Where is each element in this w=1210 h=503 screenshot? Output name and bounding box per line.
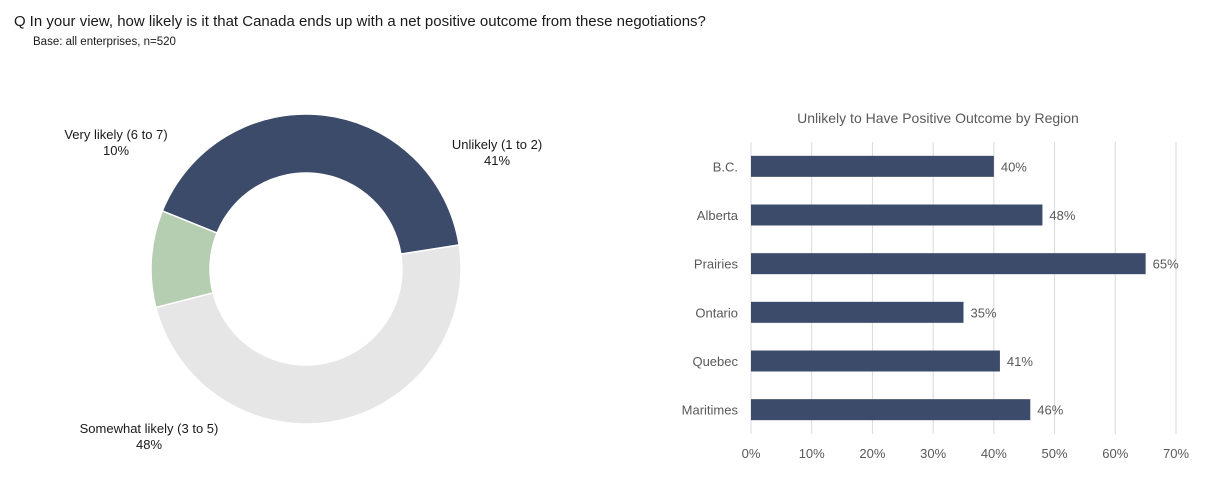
donut-value-0: 41% xyxy=(484,153,510,168)
bar-value-label-5: 46% xyxy=(1037,403,1063,418)
x-tick-label-5: 50% xyxy=(1042,446,1068,461)
bar-1 xyxy=(751,204,1043,226)
bar-4 xyxy=(751,350,1000,372)
category-label-1: Alberta xyxy=(697,208,739,223)
bar-chart-title: Unlikely to Have Positive Outcome by Reg… xyxy=(797,110,1079,126)
bar-3 xyxy=(751,301,964,323)
bar-value-label-3: 35% xyxy=(971,305,997,320)
bar-0 xyxy=(751,155,994,177)
donut-chart-svg: Unlikely (1 to 2)41% Somewhat likely (3 t… xyxy=(64,113,542,452)
question-marker: Q xyxy=(14,13,26,30)
category-label-0: B.C. xyxy=(713,159,738,174)
donut-value-1: 48% xyxy=(136,437,162,452)
bar-value-label-1: 48% xyxy=(1049,208,1075,223)
bar-value-label-4: 41% xyxy=(1007,354,1033,369)
category-label-2: Prairies xyxy=(694,257,739,272)
base-note: Base: all enterprises, n=520 xyxy=(33,36,176,48)
x-tick-label-3: 30% xyxy=(920,446,946,461)
bar-value-label-2: 65% xyxy=(1153,257,1179,272)
bar-2 xyxy=(751,253,1146,275)
donut-label-0: Unlikely (1 to 2) xyxy=(452,137,542,152)
donut-value-2: 10% xyxy=(103,143,129,158)
x-tick-label-7: 70% xyxy=(1163,446,1189,461)
bar-chart-svg: Unlikely to Have Positive Outcome by Reg… xyxy=(682,110,1190,461)
donut-slice-2 xyxy=(150,209,218,309)
category-label-3: Ontario xyxy=(695,305,738,320)
category-label-4: Quebec xyxy=(692,354,738,369)
x-tick-label-0: 0% xyxy=(742,446,761,461)
donut-label-1: Somewhat likely (3 to 5) xyxy=(80,421,219,436)
region-bar-chart: Unlikely to Have Positive Outcome by Reg… xyxy=(600,60,1210,498)
bar-value-label-0: 40% xyxy=(1001,159,1027,174)
x-tick-label-1: 10% xyxy=(799,446,825,461)
question-label: In your view, how likely is it that Cana… xyxy=(29,13,706,30)
donut-label-2: Very likely (6 to 7) xyxy=(64,127,167,142)
x-tick-label-4: 40% xyxy=(981,446,1007,461)
x-tick-label-6: 60% xyxy=(1102,446,1128,461)
category-label-5: Maritimes xyxy=(682,403,739,418)
question-text: Q In your view, how likely is it that Can… xyxy=(14,13,706,30)
bar-5 xyxy=(751,399,1031,421)
x-tick-label-2: 20% xyxy=(859,446,885,461)
donut-chart: Unlikely (1 to 2) 41% Somewhat likely (3 t… xyxy=(0,60,600,498)
donut-slice-0 xyxy=(161,113,460,255)
donut-slice-1 xyxy=(154,244,462,425)
